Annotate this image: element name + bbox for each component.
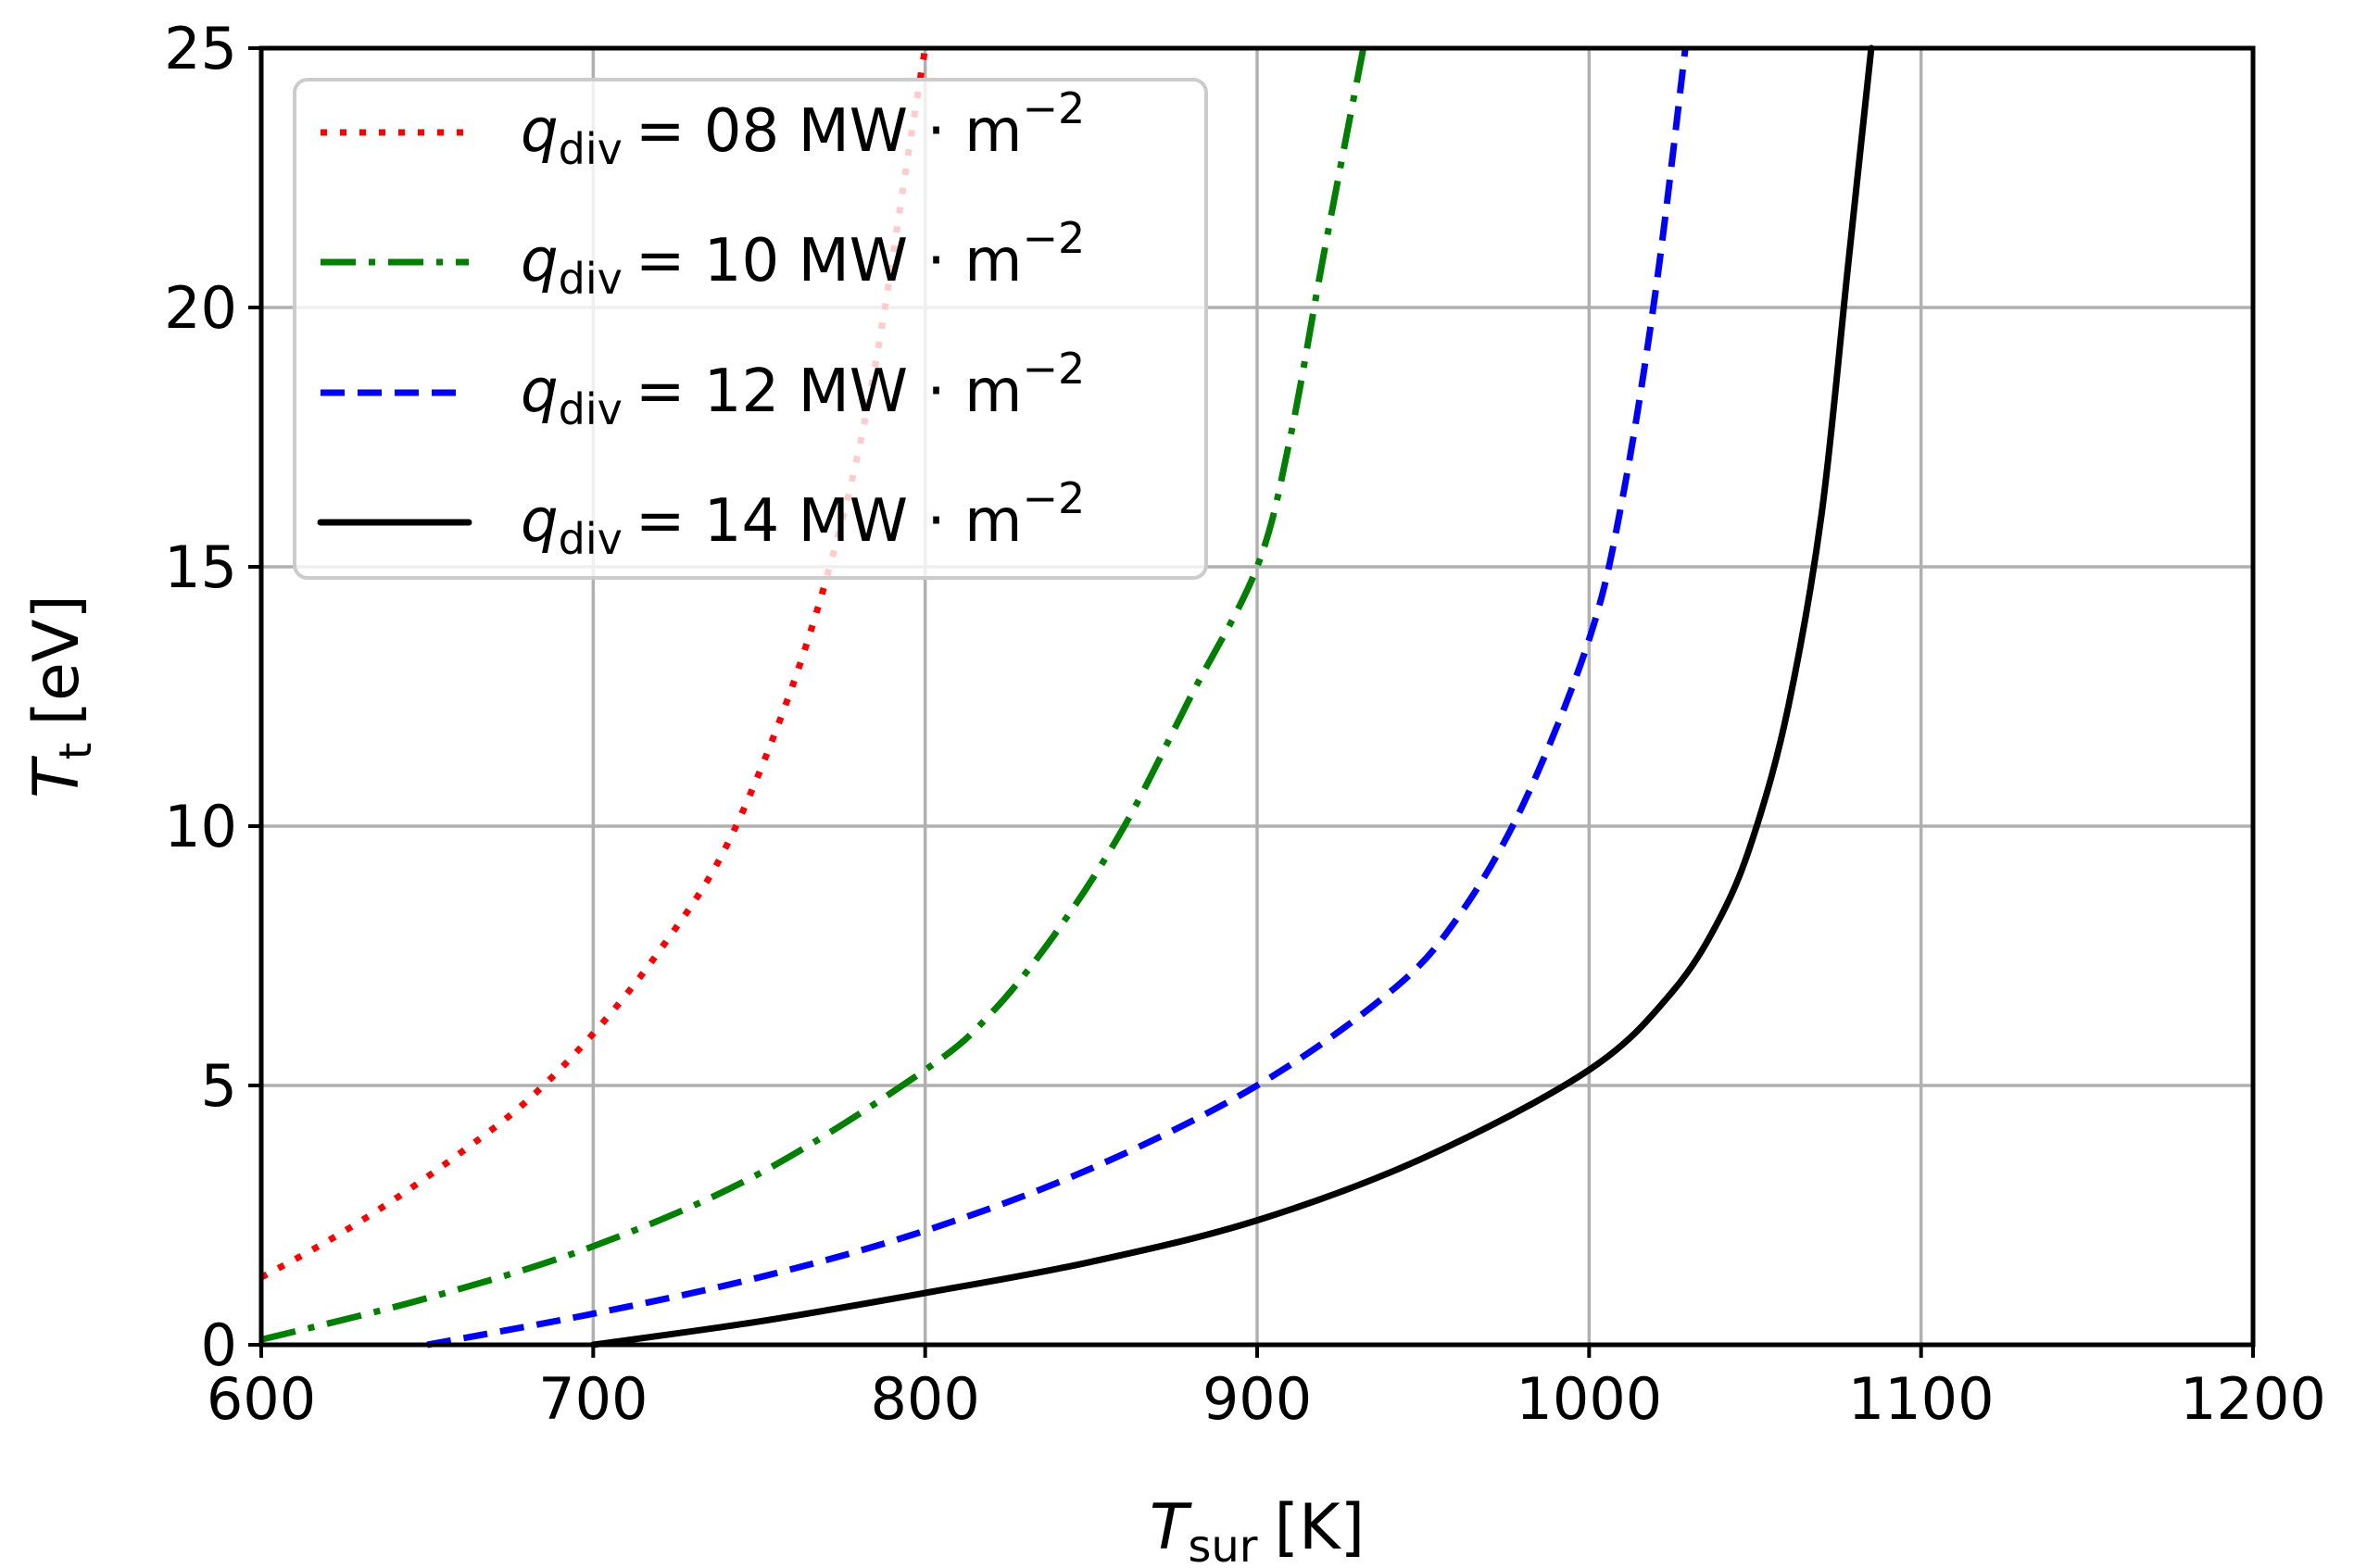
x-tick-label: 1200: [2180, 1365, 2326, 1433]
legend-exponent: −2: [1022, 83, 1085, 133]
legend-frame: [293, 78, 1208, 580]
x-tick-label: 1000: [1516, 1365, 1662, 1433]
legend-label-q12: qdiv = 12 MW · m−2: [521, 344, 1085, 434]
y-tick-label: 15: [164, 533, 237, 601]
axis-ticks: 600 700 800 900 1000 1100 1200 0 5 10 15 20 25: [164, 15, 2326, 1433]
legend-label-q08: qdiv = 08 MW · m−2: [521, 83, 1085, 174]
y-tick-label: 5: [201, 1052, 237, 1120]
x-axis-label-sub: sur: [1188, 1521, 1257, 1568]
legend-label-q14: qdiv = 14 MW · m−2: [521, 473, 1085, 564]
series-lines: [259, 44, 1875, 1348]
series-line-q14: [589, 44, 1875, 1348]
x-tick-label: 700: [538, 1365, 648, 1433]
x-axis-label: Tsur [K]: [1150, 1491, 1365, 1568]
y-tick-label: 0: [201, 1311, 237, 1379]
series-line-q12: [426, 47, 1689, 1348]
legend-exponent: −2: [1022, 344, 1085, 394]
y-tick-label: 10: [164, 793, 237, 860]
legend-label-q10: qdiv = 10 MW · m−2: [521, 213, 1085, 304]
legend-subscript: div: [559, 254, 623, 304]
series-line-q08: [259, 47, 929, 1281]
series-line-q10: [260, 47, 1367, 1343]
legend-value: = 08 MW · m: [636, 97, 1023, 166]
y-axis-label-sub: t: [50, 743, 102, 760]
y-tick-label: 25: [164, 15, 237, 82]
y-axis-label-unit: [eV]: [20, 595, 94, 725]
x-tick-label: 600: [207, 1365, 316, 1433]
legend-exponent: −2: [1022, 473, 1085, 523]
x-tick-label: 900: [1202, 1365, 1312, 1433]
legend-subscript: div: [559, 124, 623, 174]
x-tick-label: 1100: [1848, 1365, 1995, 1433]
legend-exponent: −2: [1022, 213, 1085, 263]
legend-value: = 14 MW · m: [636, 487, 1023, 556]
y-tick-label: 20: [164, 274, 237, 342]
legend-value: = 12 MW · m: [636, 358, 1023, 426]
legend-symbol: q: [521, 487, 559, 556]
legend-symbol: q: [521, 227, 559, 295]
x-axis-label-unit: [K]: [1275, 1491, 1366, 1564]
legend-subscript: div: [559, 514, 623, 564]
legend-value: = 10 MW · m: [636, 227, 1023, 295]
y-axis-label-symbol: T: [20, 756, 94, 798]
x-tick-label: 800: [870, 1365, 979, 1433]
legend-symbol: q: [521, 358, 559, 426]
legend-subscript: div: [559, 384, 623, 434]
x-axis-label-symbol: T: [1150, 1491, 1192, 1564]
y-axis-label: Tt [eV]: [20, 595, 102, 798]
legend-symbol: q: [521, 97, 559, 166]
